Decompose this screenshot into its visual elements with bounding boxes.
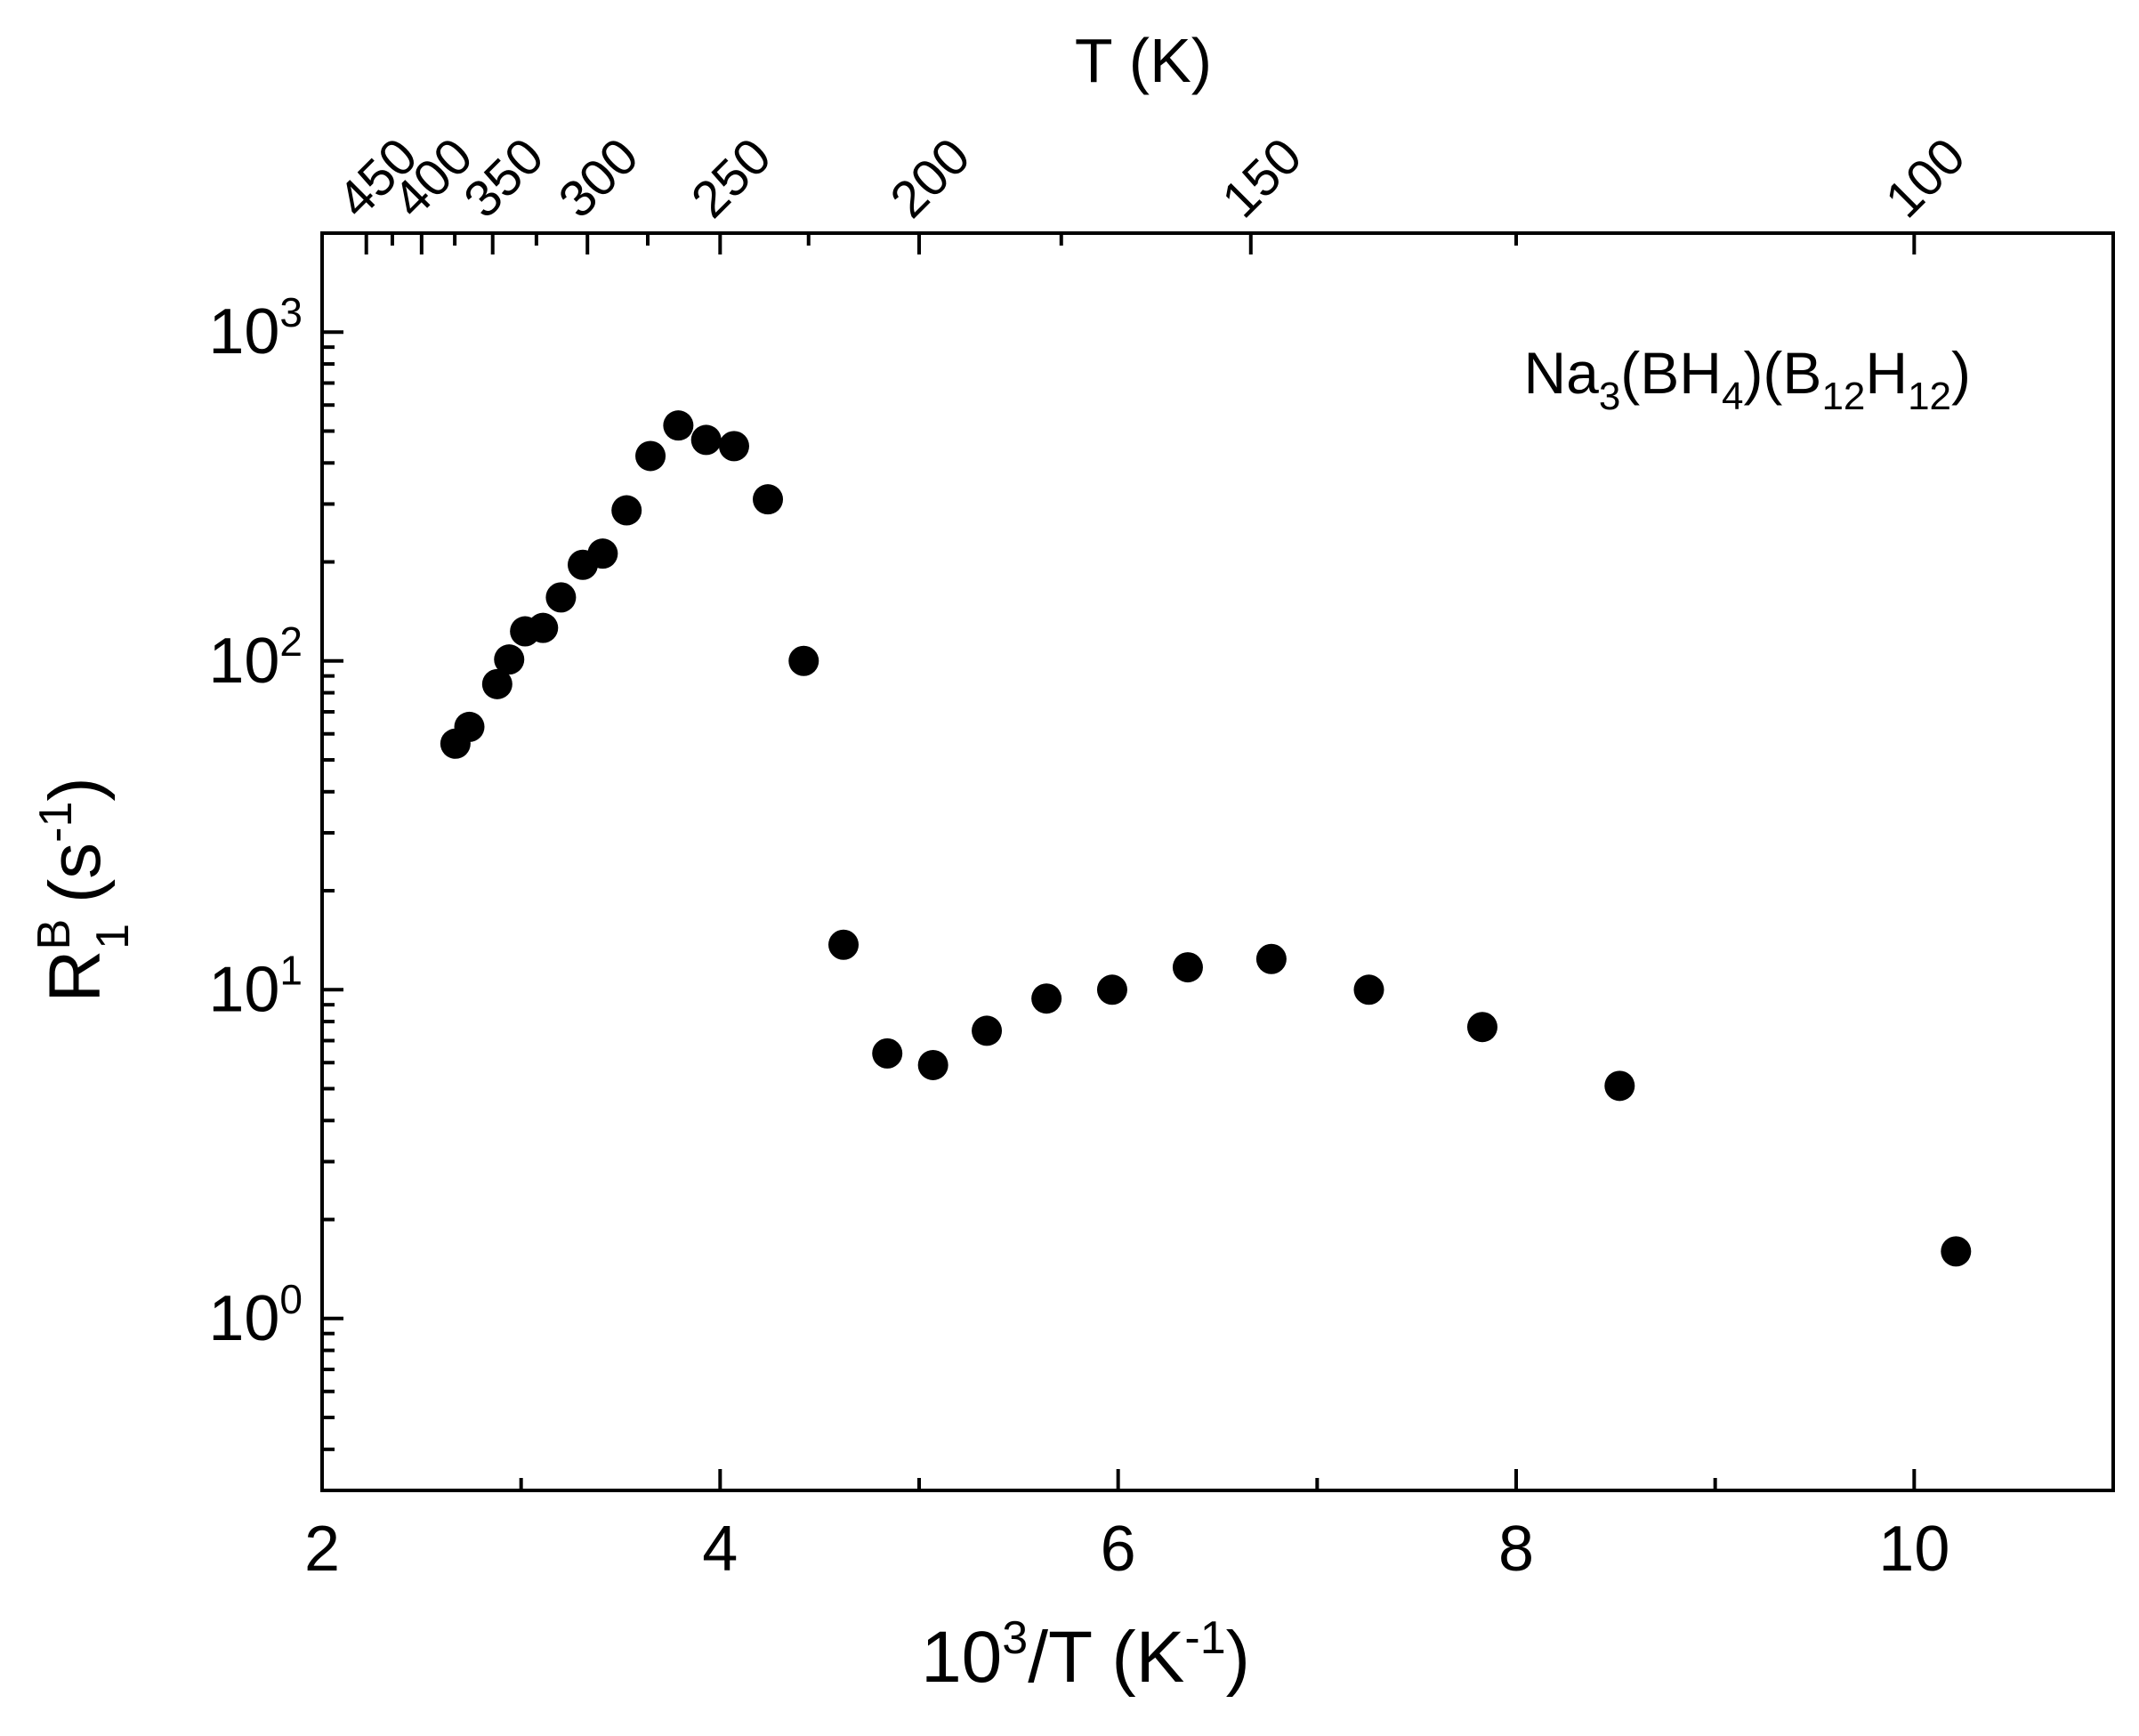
x-tick-label: 8 — [1498, 1514, 1534, 1585]
top-tick-label: 100 — [1875, 127, 1976, 229]
data-point — [1096, 974, 1127, 1005]
minor-ticks — [322, 233, 2115, 1492]
y-tick-label: 100 — [208, 1276, 303, 1354]
data-point — [545, 582, 577, 613]
top-tick-label: 250 — [681, 127, 782, 229]
x-axis-title: 103/T (K-1) — [921, 1612, 1250, 1698]
top-axis-title: T (K) — [1075, 26, 1212, 95]
data-point — [917, 1049, 948, 1080]
annotation-compound: Na3(BH4)(B12H12) — [1523, 340, 1971, 418]
x-tick-label: 10 — [1878, 1514, 1949, 1585]
data-point — [872, 1038, 903, 1069]
data-point — [611, 495, 642, 526]
data-point — [1604, 1070, 1635, 1102]
data-point — [635, 440, 666, 472]
data-point — [718, 431, 749, 462]
top-tick-label: 300 — [547, 127, 649, 229]
data-point — [690, 424, 722, 456]
data-point — [1466, 1012, 1497, 1043]
x-tick-label: 4 — [702, 1514, 738, 1585]
data-point — [494, 644, 525, 675]
major-ticks — [320, 233, 1917, 1490]
y-tick-label: 103 — [208, 289, 303, 367]
data-point — [1941, 1236, 1972, 1267]
y-tick-label: 101 — [208, 947, 303, 1025]
x-tick-label: 2 — [304, 1514, 340, 1585]
data-point — [587, 538, 618, 569]
data-points — [440, 410, 1972, 1267]
data-point — [1031, 983, 1062, 1014]
data-point — [663, 410, 694, 441]
plot-frame — [320, 231, 2115, 1492]
data-point — [1353, 974, 1384, 1005]
data-point — [828, 929, 860, 960]
top-tick-label: 150 — [1211, 127, 1312, 229]
data-point — [481, 668, 513, 699]
data-point — [528, 612, 559, 643]
data-point — [788, 645, 819, 676]
x-tick-label: 6 — [1101, 1514, 1136, 1585]
data-point — [454, 711, 485, 742]
y-axis-title: RB 1 (s-1) — [28, 777, 139, 1002]
data-point — [1172, 952, 1203, 983]
top-tick-label: 200 — [879, 127, 981, 229]
top-tick-label: 350 — [453, 127, 554, 229]
data-point — [1255, 943, 1287, 974]
y-tick-label: 102 — [208, 618, 303, 697]
data-point — [972, 1015, 1003, 1046]
data-point — [753, 484, 784, 515]
